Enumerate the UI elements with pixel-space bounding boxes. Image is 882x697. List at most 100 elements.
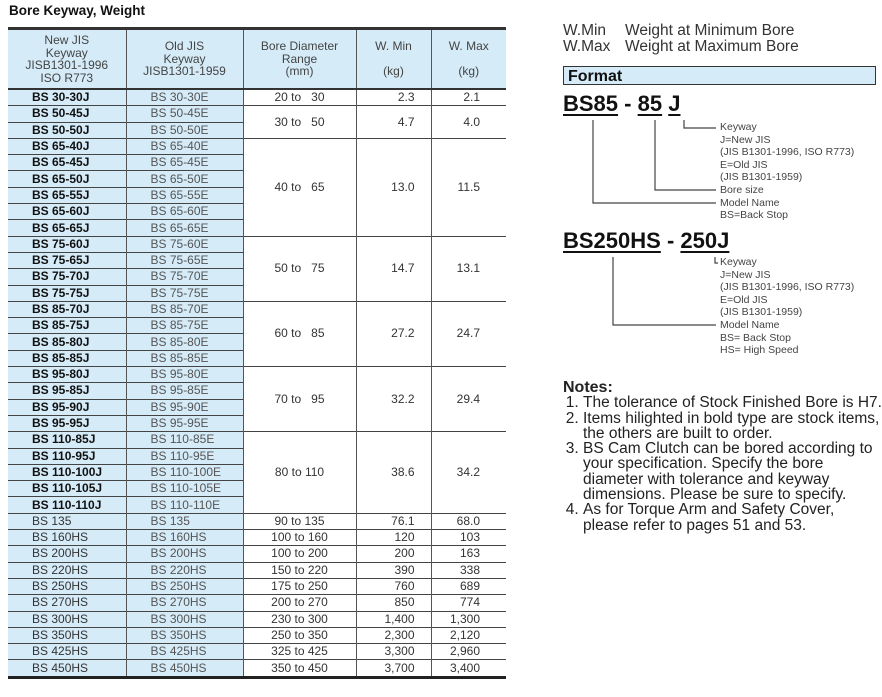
new-jis-model: BS 95-80J [8,366,126,383]
old-jis-model: BS 95-90E [125,398,243,416]
header-line: Bore Diameter [260,39,339,54]
legend-text: Weight at Minimum Bore [625,22,795,39]
old-jis-model: BS 50-50E [125,121,243,139]
new-jis-model: BS 75-75J [8,284,126,302]
new-jis-model: BS 300HS [8,610,126,628]
table-row: BS 75-70J BS 75-70E [8,268,506,286]
notes: Notes: The tolerance of Stock Finished B… [563,379,882,533]
new-jis-model: BS 65-60J [8,203,126,220]
bore-range: 230 to 300 [242,610,356,628]
old-jis-model: BS 75-70E [125,268,243,286]
old-jis-model: BS 85-70E [125,300,243,318]
leader-keyway-2 [714,257,718,264]
table-row: BS 95-80J BS 95-80E 70 to 95 32.2 29.4 [8,366,506,432]
column-header: W. Max (kg) [430,28,506,90]
format-example-1-legend: Keyway J=New JIS (JIS B1301-1996, ISO R773… [720,121,854,222]
old-jis-model: BS 110-85E [125,431,243,449]
weight-max: 2.1 [430,88,506,106]
old-jis-model: BS 65-40E [125,137,243,155]
old-jis-model: BS 65-60E [125,203,243,220]
old-jis-model: BS 65-65E [125,219,243,237]
header-line: JISB1301-1996 [25,58,109,72]
old-jis-model: BS 110-105E [125,480,243,497]
code-dash: - [666,228,675,253]
weight-min: 38.6 [355,431,431,514]
table-row: BS 65-60J BS 65-60E [8,203,506,220]
old-jis-model: BS 50-45E [125,105,243,123]
format-legend-line: HS= High Speed [720,344,799,357]
header-line: JISB1301-1959 [143,64,226,79]
format-legend-line: (JIS B1301-1959) [720,306,803,319]
old-jis-model: BS 30-30E [125,88,243,106]
leader-bore [654,120,716,191]
table-row: BS 85-75J BS 85-75E [8,317,506,334]
bore-range: 150 to 220 [242,561,356,579]
old-jis-model: BS 220HS [125,561,243,579]
notes-heading: Notes: [563,379,613,396]
bore-range: 100 to 200 [242,545,356,563]
new-jis-model: BS 450HS [8,659,126,678]
format-legend-line: Model Name [720,196,780,209]
format-example-1: BS85 - 85 J [563,91,680,117]
old-jis-model: BS 95-85E [125,382,243,400]
format-legend-line: Keyway [720,256,757,268]
header-line: W. Max [448,39,489,54]
table-row: BS 350HS BS 350HS 250 to 350 2,300 2,120 [8,626,506,644]
leader-keyway [683,120,716,129]
code-dash: - [624,91,632,116]
format-example-2-legend: Keyway J=New JIS (JIS B1301-1996, ISO R773… [720,256,854,357]
legend-abbr: W.Max [563,38,611,55]
old-jis-model: BS 160HS [125,529,243,546]
header-line: Keyway [163,51,206,66]
new-jis-model: BS 95-85J [8,382,126,400]
new-jis-model: BS 135 [8,512,126,530]
code-bore-keyway: 250J [680,228,730,253]
table-header-row: New JIS Keyway JISB1301-1996 ISO R773 Old JI… [8,28,506,90]
format-legend-line: (JIS B1301-1996, ISO R773) [720,146,855,159]
new-jis-model: BS 85-85J [8,349,126,367]
old-jis-model: BS 110-95E [125,447,243,465]
bore-range: 80 to 110 [242,431,356,514]
format-legend-line: (JIS B1301-1959) [720,171,803,184]
new-jis-model: BS 65-45J [8,154,126,171]
format-example-2: BS250HS - 250J [563,228,729,254]
table-row: BS 110-100J BS 110-100E [8,463,506,481]
header-line: Old JIS [164,39,205,54]
old-jis-model: BS 270HS [125,594,243,611]
weight-min: 1,400 [355,610,431,628]
bore-range: 350 to 450 [242,659,356,678]
new-jis-model: BS 425HS [8,643,126,660]
table-row: BS 450HS BS 450HS 350 to 450 3,700 3,400 [8,659,506,678]
column-header: W. Min (kg) [355,28,431,90]
weight-max: 68.0 [430,512,506,530]
weight-min: 760 [355,577,431,595]
old-jis-model: BS 65-50E [125,170,243,188]
weight-min: 390 [355,561,431,579]
new-jis-model: BS 160HS [8,529,126,546]
new-jis-model: BS 110-105J [8,480,126,497]
table-row: BS 250HS BS 250HS 175 to 250 760 689 [8,577,506,595]
format-legend-line: BS= Back Stop [720,331,791,344]
header-line: (kg) [383,64,404,79]
weight-max: 774 [430,594,506,611]
note-item: As for Torque Arm and Safety Cover, plea… [583,502,882,533]
old-jis-model: BS 75-75E [125,284,243,302]
bore-range: 60 to 85 [242,300,356,367]
new-jis-model: BS 65-50J [8,170,126,188]
new-jis-model: BS 75-70J [8,268,126,286]
bore-range: 50 to 75 [242,235,356,302]
weight-min: 13.0 [355,137,431,237]
old-jis-model: BS 75-65E [125,251,243,269]
code-keyway: J [668,91,681,116]
weight-min: 32.2 [355,366,431,432]
new-jis-model: BS 110-110J [8,496,126,514]
column-header: Bore Diameter Range (mm) [242,28,356,90]
table-row: BS 135 BS 135 90 to 135 76.1 68.0 [8,512,506,530]
bore-keyway-weight-table: New JIS Keyway JISB1301-1996 ISO R773 Old JI… [8,27,506,679]
header-line: Keyway [45,45,88,60]
header-line: New JIS [44,33,90,47]
table-row: BS 30-30J BS 30-30E 20 to 30 2.3 2.1 [8,88,506,106]
format-legend-line: (JIS B1301-1996, ISO R773) [720,281,855,294]
weight-max: 163 [430,545,506,563]
